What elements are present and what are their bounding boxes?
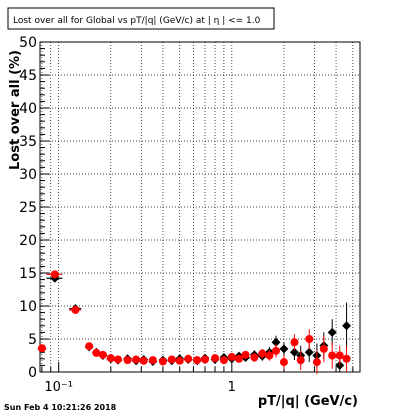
data-point [158,357,167,366]
y-tick-label: 15 [19,266,37,282]
data-point [296,356,305,365]
data-point [319,344,328,353]
y-tick-label: 0 [28,365,37,381]
data-point [234,354,243,363]
data-point [92,348,101,357]
y-tick-label: 35 [19,134,37,150]
data-point [279,344,289,354]
chart-title: Lost over all for Global vs pT/|q| (GeV/… [13,16,261,26]
gridlines [40,42,360,372]
data-point [304,347,314,357]
data-point [342,354,351,363]
data-point [167,355,176,364]
data-point [132,355,141,364]
data-point [312,358,321,367]
data-point [335,351,344,360]
data-point [175,356,184,365]
series-red [37,270,351,374]
data-point [227,352,236,361]
data-point [219,356,228,365]
data-point [37,344,46,353]
data-point [184,354,193,363]
data-point [271,337,281,347]
data-point [200,355,209,364]
data-point [139,356,148,365]
y-tick-label: 20 [19,233,37,249]
plot-frame [39,41,361,373]
data-point [328,351,337,360]
data-point [71,305,80,314]
x-tick-label: 1 [228,380,236,395]
data-point [258,349,267,358]
x-tick-label: 10⁻¹ [44,380,73,395]
axes: 0 5 10 15 20 25 30 35 40 45 50 10⁻¹ 1 [19,35,361,395]
data-point [272,346,281,355]
data-point [342,321,352,331]
y-axis-label: Lost over all (%) [8,50,23,170]
data-point [123,356,132,365]
y-tick-label: 30 [19,167,37,183]
data-point [250,353,259,362]
data-point [193,356,202,365]
data-point [85,342,94,351]
y-tick-label: 45 [19,68,37,84]
data-point [113,355,122,364]
y-tick-label: 40 [19,101,37,117]
data-point [98,350,107,359]
data-point [106,354,115,363]
series-black [37,273,352,372]
data-point [290,338,299,347]
data-point [327,327,337,337]
data-point [289,347,299,357]
data-series [37,270,352,374]
x-axis-label: pT/|q| (GeV/c) [258,394,358,409]
data-point [148,356,157,365]
y-tick-label: 5 [28,332,37,348]
y-tick-label: 50 [19,35,37,51]
y-tick-label: 25 [19,200,37,216]
data-point [305,335,314,343]
data-point [211,354,220,363]
data-point [241,350,250,359]
data-point [50,270,59,279]
timestamp: Sun Feb 4 10:21:26 2018 [4,403,117,412]
data-point [279,358,288,367]
title-box [7,7,275,30]
y-tick-label: 10 [19,299,37,315]
data-point [265,351,274,360]
